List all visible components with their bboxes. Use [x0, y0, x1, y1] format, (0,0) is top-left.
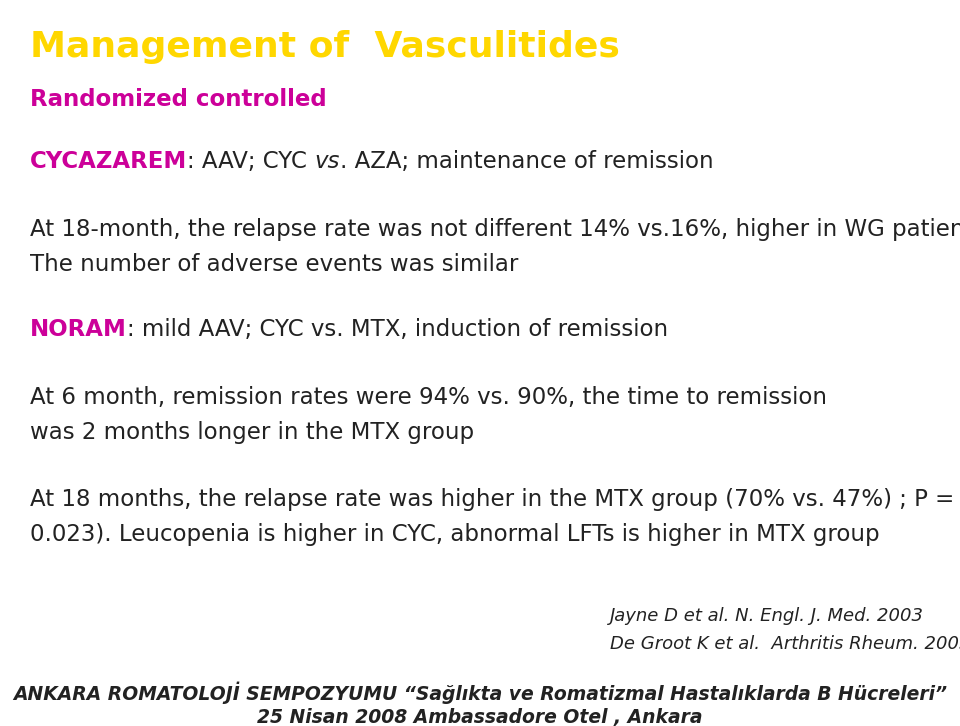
Text: : mild AAV; CYC vs. MTX, induction of remission: : mild AAV; CYC vs. MTX, induction of re… — [127, 318, 668, 341]
Text: At 18 months, the relapse rate was higher in the MTX group (70% vs. 47%) ; P =: At 18 months, the relapse rate was highe… — [30, 488, 954, 511]
Text: : AAV; CYC: : AAV; CYC — [187, 150, 314, 173]
Text: CYCAZAREM: CYCAZAREM — [30, 150, 187, 173]
Text: Management of  Vasculitides: Management of Vasculitides — [30, 30, 620, 64]
Text: Jayne D et al. N. Engl. J. Med. 2003: Jayne D et al. N. Engl. J. Med. 2003 — [610, 607, 924, 625]
Text: vs: vs — [314, 150, 340, 173]
Text: . AZA; maintenance of remission: . AZA; maintenance of remission — [340, 150, 713, 173]
Text: 25 Nisan 2008 Ambassadore Otel , Ankara: 25 Nisan 2008 Ambassadore Otel , Ankara — [257, 708, 703, 726]
Text: NORAM: NORAM — [30, 318, 127, 341]
Text: At 6 month, remission rates were 94% vs. 90%, the time to remission: At 6 month, remission rates were 94% vs.… — [30, 386, 827, 409]
Text: The number of adverse events was similar: The number of adverse events was similar — [30, 253, 518, 276]
Text: De Groot K et al.  Arthritis Rheum. 2005: De Groot K et al. Arthritis Rheum. 2005 — [610, 635, 960, 653]
Text: was 2 months longer in the MTX group: was 2 months longer in the MTX group — [30, 421, 474, 444]
Text: At 18-month, the relapse rate was not different 14% vs.16%, higher in WG patient: At 18-month, the relapse rate was not di… — [30, 218, 960, 241]
Text: Randomized controlled: Randomized controlled — [30, 88, 326, 111]
Text: 0.023). Leucopenia is higher in CYC, abnormal LFTs is higher in MTX group: 0.023). Leucopenia is higher in CYC, abn… — [30, 523, 879, 546]
Text: ANKARA ROMATOLOJİ SEMPOZYUMU “Sağlıkta ve Romatizmal Hastalıklarda B Hücreleri”: ANKARA ROMATOLOJİ SEMPOZYUMU “Sağlıkta v… — [12, 682, 948, 704]
